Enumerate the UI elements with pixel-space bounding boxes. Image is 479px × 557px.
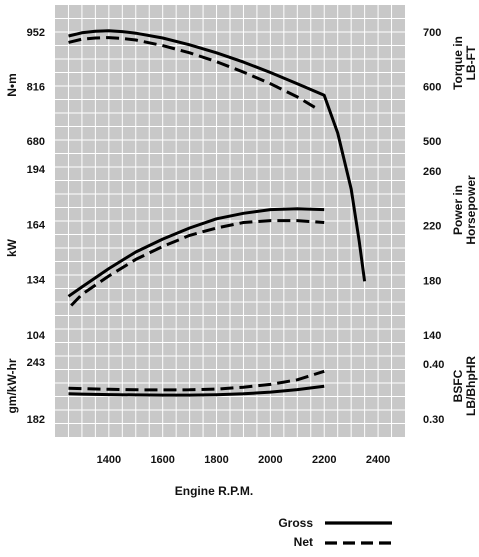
left-tick-label: 680 (27, 136, 45, 148)
left-tick-label: 816 (27, 82, 45, 94)
x-tick-label: 1400 (97, 454, 121, 466)
right-axis-title: BSFC (451, 369, 465, 402)
legend: Gross Net (278, 516, 392, 549)
series-power-gross (67, 207, 325, 298)
left-tick-label: 952 (27, 27, 45, 39)
right-tick-label: 0.40 (423, 359, 444, 371)
x-axis-label: Engine R.P.M. (175, 484, 253, 498)
right-tick-label: 140 (423, 330, 441, 342)
legend-label-net: Net (294, 535, 313, 549)
left-tick-label: 243 (27, 357, 45, 369)
series-torque-gross (68, 29, 367, 282)
left-tick-label: 164 (27, 219, 46, 231)
left-tick-label: 194 (27, 164, 46, 176)
right-axis-title: Torque in (451, 36, 465, 90)
x-tick-label: 1800 (204, 454, 228, 466)
left-tick-label: 134 (27, 275, 46, 287)
left-axis-title: N•m (5, 73, 19, 97)
right-axis-title: Power in (451, 185, 465, 235)
series-lines (67, 29, 367, 397)
left-axis-title: kW (5, 238, 19, 257)
right-tick-label: 0.30 (423, 414, 444, 426)
right-tick-label: 180 (423, 275, 441, 287)
legend-label-gross: Gross (278, 516, 313, 530)
x-tick-label: 2000 (258, 454, 282, 466)
right-axis-title: Horsepower (464, 175, 478, 245)
right-tick-label: 600 (423, 82, 441, 94)
right-tick-label: 220 (423, 221, 441, 233)
grid (55, 5, 405, 437)
left-tick-label: 182 (27, 414, 45, 426)
tick-labels: 1400 1600 1800 2000 2200 2400 952 816 680 700 600 5… (5, 27, 478, 466)
series-torque-net (68, 36, 320, 111)
series-bsfc-gross (68, 384, 325, 397)
left-tick-label: 104 (27, 330, 46, 342)
x-tick-label: 2200 (312, 454, 336, 466)
right-tick-label: 500 (423, 136, 441, 148)
left-axis-title: gm/kW-hr (5, 358, 19, 413)
right-axis-title: LB-FT (464, 45, 478, 80)
right-axis-title: LB/BhpHR (464, 356, 478, 416)
series-bsfc-net (68, 369, 325, 392)
x-tick-label: 1600 (150, 454, 174, 466)
right-tick-label: 700 (423, 27, 441, 39)
series-power-net (70, 219, 325, 307)
right-tick-label: 260 (423, 166, 441, 178)
x-tick-label: 2400 (366, 454, 390, 466)
